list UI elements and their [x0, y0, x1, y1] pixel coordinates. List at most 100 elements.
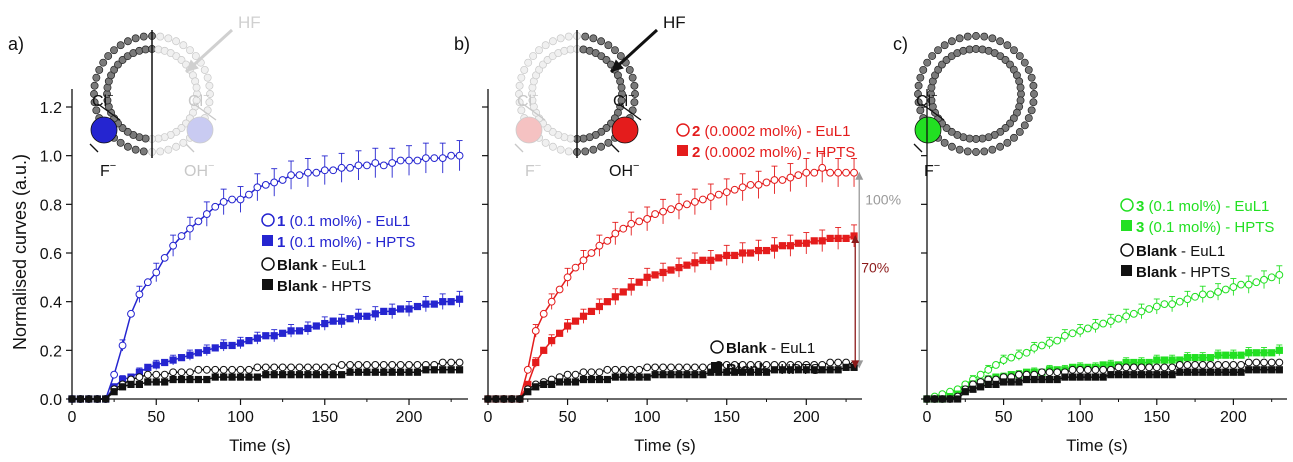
data-point: [144, 378, 152, 386]
data-point: [627, 283, 635, 291]
data-point: [842, 363, 850, 371]
data-point: [563, 378, 572, 386]
data-point: [312, 168, 321, 177]
data-point: [778, 366, 787, 374]
data-point: [236, 365, 245, 374]
data-point: [587, 375, 596, 384]
lipid-head: [1020, 121, 1029, 130]
data-point: [571, 378, 580, 386]
data-point: [1199, 354, 1207, 362]
data-point: [1168, 300, 1177, 309]
data-point: [1099, 319, 1108, 328]
legend-label-rest: (0.1 mol%) - HPTS: [285, 234, 415, 251]
legend-label: Blank - HPTS: [726, 361, 820, 378]
lipid-head: [916, 106, 925, 115]
lipid-head: [104, 52, 113, 60]
data-point: [532, 358, 540, 367]
lipid-head: [90, 98, 99, 107]
data-point: [312, 363, 321, 372]
series-3: [68, 358, 464, 403]
data-point: [118, 341, 127, 350]
data-point: [579, 256, 588, 265]
data-point: [1176, 356, 1184, 364]
lipid-head: [1016, 83, 1025, 92]
x-tick-label: 50: [995, 409, 1013, 426]
legend-entry: 3 (0.1 mol%) - EuL1: [1120, 198, 1269, 215]
data-point: [1252, 366, 1260, 374]
data-point: [627, 219, 636, 228]
data-point: [1198, 290, 1207, 299]
lipid-head: [1027, 106, 1036, 115]
data-point: [1015, 351, 1023, 360]
y-tick-label: 0.6: [40, 246, 62, 263]
lipid-head: [205, 81, 214, 90]
data-point: [675, 264, 683, 272]
data-point: [571, 263, 580, 272]
legend-marker: [676, 123, 690, 137]
annotation-arrowhead: [855, 171, 864, 180]
data-point: [595, 368, 604, 377]
data-point: [245, 337, 253, 345]
data-point: [603, 236, 612, 245]
lipid-head: [914, 90, 922, 98]
data-point: [770, 366, 779, 374]
data-point: [270, 371, 278, 379]
data-point: [405, 305, 413, 313]
data-point: [563, 370, 572, 379]
data-point: [826, 168, 835, 177]
annotation-arrowhead: [851, 360, 860, 369]
data-point: [455, 358, 464, 367]
lipid-head: [1003, 41, 1012, 50]
data-point: [778, 176, 787, 184]
legend-marker: [262, 279, 273, 290]
data-point: [563, 273, 572, 282]
data-point: [977, 383, 985, 391]
data-point: [270, 178, 279, 187]
legend-marker: [711, 362, 722, 373]
lipid-head: [597, 37, 606, 46]
data-point: [1145, 371, 1153, 379]
y-axis-label: Normalised curves (a.u.): [10, 154, 30, 350]
data-point: [707, 368, 715, 376]
data-point: [1198, 361, 1207, 369]
data-point: [746, 368, 755, 376]
lipid-head: [617, 83, 626, 92]
lipid-head: [520, 65, 529, 74]
data-point: [1160, 300, 1169, 309]
data-point: [177, 354, 186, 362]
lipid-head: [1024, 114, 1033, 123]
data-point: [405, 361, 413, 369]
data-point: [794, 366, 802, 374]
x-tick-label: 0: [923, 409, 932, 426]
data-point: [236, 373, 245, 381]
data-point: [1229, 351, 1237, 359]
data-point: [524, 388, 532, 396]
data-point: [380, 368, 388, 376]
data-point: [826, 358, 835, 367]
data-point: [611, 373, 619, 381]
data-point: [245, 190, 253, 199]
data-point: [563, 322, 572, 330]
data-point: [338, 371, 346, 379]
legend-label-rest: (0.0002 mol%) - EuL1: [700, 123, 850, 140]
data-point: [635, 365, 644, 374]
data-point: [220, 341, 228, 350]
data-point: [1168, 371, 1176, 379]
data-point: [635, 217, 644, 226]
data-point: [1038, 375, 1046, 384]
data-point: [1130, 358, 1138, 367]
data-point: [1199, 368, 1207, 376]
lipid-head: [914, 81, 923, 90]
legend-marker: [1120, 198, 1134, 212]
data-point: [236, 195, 245, 204]
data-point: [219, 198, 228, 206]
legend-label-bold: Blank: [726, 361, 768, 378]
data-point: [1083, 324, 1092, 333]
data-point: [1152, 302, 1161, 311]
data-point: [524, 380, 532, 388]
data-point: [346, 368, 354, 376]
lipid-head: [131, 34, 140, 43]
data-point: [396, 368, 405, 376]
data-point: [540, 380, 548, 388]
data-point: [439, 366, 447, 374]
